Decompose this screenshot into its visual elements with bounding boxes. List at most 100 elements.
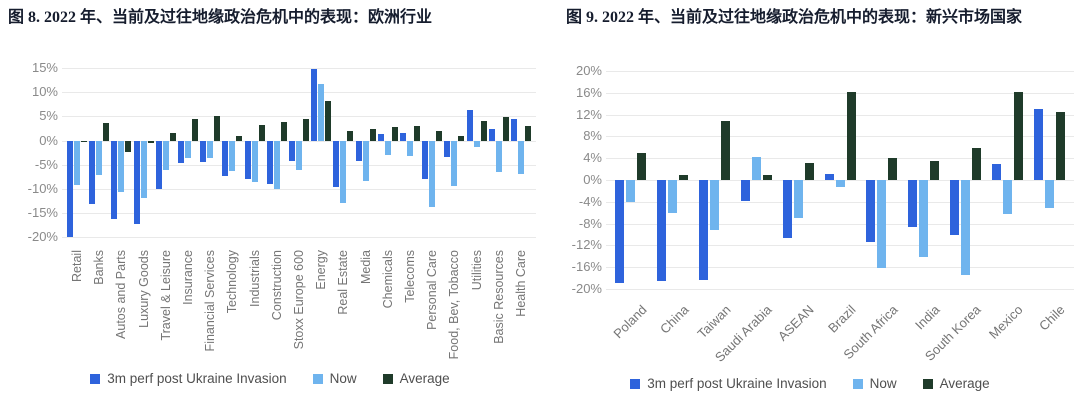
bar (318, 83, 325, 141)
bar (971, 148, 981, 180)
bar (908, 180, 918, 227)
gridline (606, 201, 1074, 203)
bar (422, 140, 429, 180)
legend-swatch-average-icon (382, 373, 393, 384)
x-category-label: Energy (314, 250, 329, 290)
bar (413, 126, 420, 141)
y-tick-label: 15% (31, 60, 58, 75)
figure-title: 图 9. 2022 年、当前及过往地缘政治危机中的表现：新兴市场国家 (566, 9, 1023, 26)
bar (782, 180, 792, 238)
x-category-label: Autos and Parts (114, 250, 129, 339)
legend-item-3m: 3m perf post Ukraine Invasion (90, 371, 287, 386)
bar (222, 140, 229, 176)
x-category-label: Utilities (469, 250, 484, 291)
bar (111, 140, 118, 219)
bar (502, 117, 509, 141)
x-category-label: Chemicals (380, 250, 395, 309)
x-category-label: Personal Care (425, 250, 440, 330)
bar (178, 140, 185, 163)
y-tick-label: -4% (578, 193, 602, 209)
bar (1055, 111, 1065, 180)
bar (377, 133, 384, 141)
bar (325, 100, 332, 141)
y-tick-label: -16% (571, 259, 602, 275)
x-category-label: Telecoms (402, 250, 417, 303)
bar (280, 122, 287, 141)
legend-swatch-now-icon (312, 373, 323, 384)
bar (311, 68, 318, 141)
y-tick-label: 0% (39, 132, 58, 148)
bar (333, 140, 340, 188)
bar (804, 163, 814, 180)
bar (147, 140, 154, 143)
gridline (62, 92, 536, 94)
bar (699, 180, 709, 280)
x-category-label: Insurance (181, 250, 196, 305)
gridline (606, 114, 1074, 116)
legend-swatch-now-icon (852, 378, 863, 389)
bar (303, 118, 309, 141)
gridline (606, 92, 1074, 94)
bar (668, 180, 678, 213)
x-category-label: Luxury Goods (136, 250, 151, 328)
x-category-label: Health Care (513, 250, 528, 317)
legend-label: Average (939, 376, 990, 391)
x-category-label: Real Estate (336, 250, 351, 315)
bar (384, 140, 391, 155)
bar (251, 140, 258, 183)
y-tick-label: -20% (27, 229, 58, 245)
bar (657, 180, 667, 281)
gridline (62, 237, 536, 239)
legend-label: Now (869, 376, 897, 391)
bar (67, 140, 74, 238)
gridline (62, 68, 536, 69)
bar (762, 174, 772, 180)
bar (391, 127, 398, 141)
bar (949, 180, 959, 235)
legend: 3m perf post Ukraine Invasion Now Averag… (540, 376, 1080, 391)
bar (81, 140, 88, 142)
bar (679, 175, 689, 180)
bar (451, 140, 458, 187)
bar (258, 124, 265, 141)
bar (96, 140, 103, 175)
bar (637, 153, 647, 180)
x-category-label: Stoxx Europe 600 (292, 250, 306, 350)
gridline (606, 71, 1074, 72)
bar (473, 140, 480, 147)
bar (888, 158, 898, 180)
bar (244, 140, 251, 180)
bar (710, 180, 720, 230)
x-category-label: Media (358, 250, 373, 285)
bar (930, 161, 940, 180)
bar (846, 92, 856, 180)
legend-item-now: Now (852, 376, 897, 391)
bar (751, 157, 761, 180)
bar (919, 180, 929, 257)
bar (458, 135, 465, 141)
bar (185, 140, 192, 159)
bar (1033, 108, 1043, 180)
bar (103, 122, 110, 141)
bar (125, 140, 132, 152)
bar (192, 119, 199, 141)
bar (524, 126, 531, 141)
legend-item-3m: 3m perf post Ukraine Invasion (630, 376, 827, 391)
x-category-label: Food, Bev, Tobacco (447, 250, 462, 360)
bar (991, 163, 1001, 180)
x-category-label: Banks (92, 250, 107, 285)
y-tick-label: 0% (583, 172, 602, 187)
y-tick-label: 10% (31, 84, 58, 100)
bar (835, 180, 845, 187)
legend-swatch-3m-icon (630, 378, 641, 389)
x-category-label: Construction (269, 250, 284, 321)
bar (200, 140, 207, 163)
bar (626, 180, 636, 203)
bar (266, 140, 273, 185)
bar (169, 133, 176, 141)
bar (399, 133, 406, 141)
gridline (606, 289, 1074, 290)
bar (517, 140, 524, 174)
legend-item-average: Average (922, 376, 990, 391)
